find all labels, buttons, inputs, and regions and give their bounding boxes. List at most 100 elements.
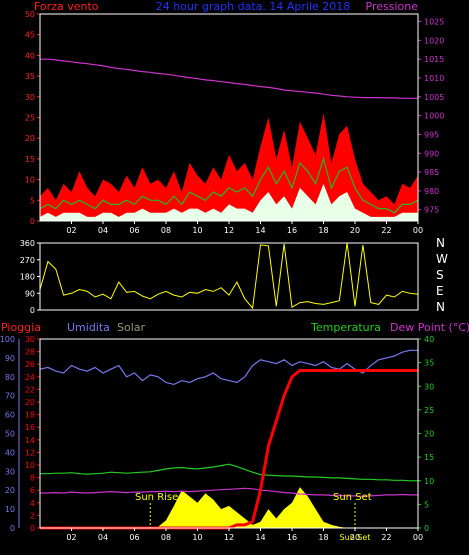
solar-label: Solar	[117, 321, 146, 334]
x-tick-label: 00	[413, 533, 423, 542]
x-tick-label: 02	[66, 533, 76, 542]
humidity-y-tick-label: 30	[5, 467, 15, 476]
rain-y-tick-label: 20	[25, 398, 35, 407]
x-tick-label: 00	[413, 226, 423, 235]
temperature-y-tick-label: 30	[424, 382, 434, 391]
rain-y-tick-label: 28	[25, 348, 35, 357]
x-tick-label: 20	[350, 533, 360, 542]
rain-line	[40, 369, 418, 530]
rain-y-tick-label: 16	[25, 423, 35, 432]
pressure-y-tick-label: 990	[424, 149, 439, 158]
temperature-line	[40, 463, 418, 482]
wind-y-tick-label: 5	[30, 196, 35, 205]
x-tick-label: 08	[161, 226, 171, 235]
wind-y-tick-label: 10	[25, 176, 35, 185]
wind-y-tick-label: 50	[25, 10, 35, 19]
rain-y-tick-label: 24	[25, 373, 35, 382]
direction-y-tick-label: 360	[20, 239, 35, 248]
pressure-y-tick-label: 1005	[424, 93, 444, 102]
humidity-y-tick-label: 0	[10, 524, 15, 533]
direction-plot-frame	[39, 242, 419, 311]
wind-y-tick-label: 25	[25, 114, 35, 123]
x-tick-label: 12	[224, 226, 234, 235]
compass-label-n-top: N	[436, 236, 445, 250]
pressure-y-tick-label: 1015	[424, 55, 444, 64]
compass-label-n-bottom: N	[436, 300, 445, 314]
humidity-y-tick-label: 70	[5, 392, 15, 401]
rain-y-tick-label: 30	[25, 335, 35, 344]
direction-y-tick-label: 90	[25, 289, 35, 298]
rain-y-tick-label: 10	[25, 461, 35, 470]
wind-direction-panel: 0 90 180 270 360	[20, 239, 419, 315]
pressure-y-tick-label: 985	[424, 168, 439, 177]
pressure-y-tick-label: 995	[424, 130, 439, 139]
direction-y-tick-label: 0	[30, 306, 35, 315]
rain-y-tick-label: 26	[25, 360, 35, 369]
wind-y-tick-label: 35	[25, 72, 35, 81]
x-tick-label: 12	[224, 533, 234, 542]
x-tick-label: 06	[129, 226, 139, 235]
temperature-y-tick-label: 20	[424, 430, 434, 439]
humidity-y-tick-label: 20	[5, 486, 15, 495]
pressure-y-tick-label: 975	[424, 206, 439, 215]
header-pressure-label: Pressione	[366, 0, 419, 13]
wind-y-tick-label: 30	[25, 93, 35, 102]
pressure-y-tick-label: 980	[424, 187, 439, 196]
x-tick-label: 18	[318, 533, 328, 542]
wind-y-tick-label: 15	[25, 155, 35, 164]
pressure-y-tick-label: 1010	[424, 74, 444, 83]
sunrise-label: Sun Rise	[135, 492, 178, 503]
direction-y-tick-label: 270	[20, 256, 35, 265]
temperature-y-tick-label: 40	[424, 335, 434, 344]
climate-panel: 0 10 20 30 40 5 06 0 70 80 90 100 02 4 6 8 10 12 14 16 18 20 2…	[0, 335, 434, 542]
x-tick-label: 14	[255, 533, 265, 542]
rain-y-tick-label: 4	[30, 499, 35, 508]
x-tick-label: 02	[66, 226, 76, 235]
rain-y-tick-label: 8	[30, 474, 35, 483]
pressure-y-tick-label: 1020	[424, 36, 444, 45]
humidity-y-tick-label: 90	[5, 354, 15, 363]
x-tick-label: 04	[98, 226, 108, 235]
compass-label-s: S	[436, 268, 444, 282]
rain-y-tick-label: 6	[30, 486, 35, 495]
humidity-y-tick-label: 100	[0, 335, 15, 344]
wind-y-tick-label: 20	[25, 134, 35, 143]
temperature-label: Temperatura	[310, 321, 381, 334]
compass-labels: N W S E N	[436, 236, 448, 314]
x-tick-label: 16	[287, 533, 297, 542]
humidity-line	[39, 349, 418, 386]
rain-y-tick-label: 22	[25, 385, 35, 394]
header-title: 24 hour graph data. 14 Aprile 2018	[156, 0, 351, 13]
pressure-y-tick-label: 1025	[424, 18, 444, 27]
rain-y-tick-label: 12	[25, 448, 35, 457]
x-tick-label: 06	[129, 533, 139, 542]
x-tick-label: 10	[192, 226, 202, 235]
humidity-y-tick-label: 10	[5, 505, 15, 514]
compass-label-e: E	[436, 284, 444, 298]
solar-area	[40, 487, 418, 528]
temperature-y-tick-label: 5	[424, 500, 429, 509]
x-tick-label: 14	[255, 226, 265, 235]
temperature-y-tick-label: 25	[424, 406, 434, 415]
rain-y-tick-label: 14	[25, 436, 35, 445]
wind-y-tick-label: 0	[30, 217, 35, 226]
humidity-y-tick-label: 80	[5, 373, 15, 382]
humidity-label: Umidita	[67, 321, 110, 334]
x-tick-label: 22	[381, 226, 391, 235]
wind-direction-line	[39, 242, 419, 310]
pressure-line	[40, 58, 418, 99]
wind-panel: 0510152025303540455097598098599099510001…	[25, 10, 445, 235]
x-tick-label: 04	[98, 533, 108, 542]
wind-y-tick-label: 40	[25, 51, 35, 60]
wind-average-line	[39, 156, 419, 214]
rain-y-tick-label: 18	[25, 411, 35, 420]
wind-y-tick-label: 45	[25, 31, 35, 40]
x-tick-label: 18	[318, 226, 328, 235]
pressure-y-tick-label: 1000	[424, 112, 444, 121]
rain-y-tick-label: 0	[30, 524, 35, 533]
dewpoint-line	[40, 487, 418, 497]
header-wind-label: Forza vento	[34, 0, 99, 13]
temperature-y-tick-label: 35	[424, 359, 434, 368]
humidity-y-tick-label: 40	[5, 448, 15, 457]
